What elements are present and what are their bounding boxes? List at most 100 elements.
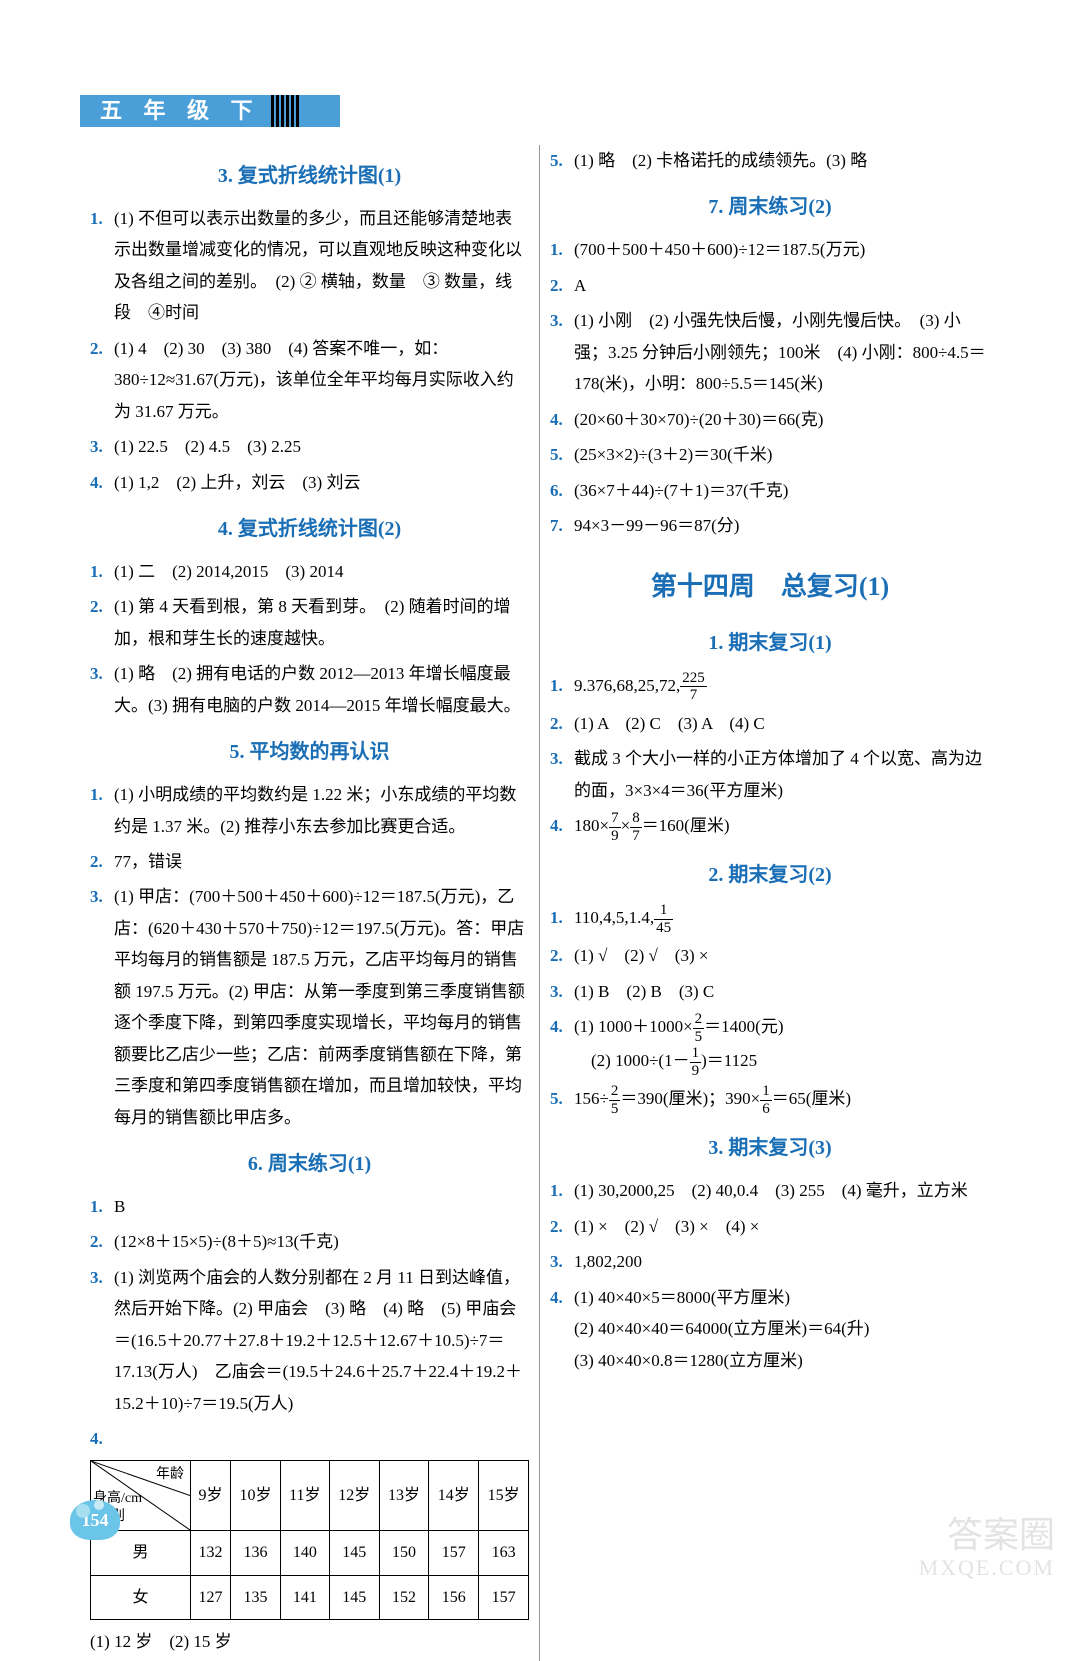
answer-item: 3. (1) 浏览两个庙会的人数分别都在 2 月 11 日到达峰值，然后开始下降… [90, 1262, 529, 1419]
watermark-line2: MXQE.COM [919, 1556, 1055, 1580]
item-text: 1,802,200 [574, 1246, 990, 1277]
item-text: (1) 略 (2) 拥有电话的户数 2012—2013 年增长幅度最大。(3) … [114, 658, 529, 721]
item-text: (1) × (2) √ (3) × (4) × [574, 1211, 990, 1242]
item-number: 5. [550, 439, 574, 470]
item-text: 截成 3 个大小一样的小正方体增加了 4 个以宽、高为边的面，3×3×4＝36(… [574, 743, 990, 806]
item-number: 6. [550, 475, 574, 506]
table-col-header: 13岁 [379, 1461, 429, 1531]
page-number-badge: 154 [70, 1500, 140, 1560]
item-text: (1) 12 岁 (2) 15 岁 [90, 1626, 529, 1657]
item-text: (1) 小刚 (2) 小强先快后慢，小刚先慢后快。 (3) 小强；3.25 分钟… [574, 305, 990, 399]
table-row: 女 127135141145152156157 [91, 1575, 529, 1619]
item-number: 4. [90, 467, 114, 498]
table-col-header: 11岁 [280, 1461, 329, 1531]
item-text [114, 1423, 529, 1454]
answer-item: 3. (1) B (2) B (3) C [550, 976, 990, 1007]
item-text: (1) 略 (2) 卡格诺托的成绩领先。(3) 略 [574, 145, 990, 176]
item-number: 1. [550, 1175, 574, 1206]
item-text: 156÷25＝390(厘米)；390×16＝65(厘米) [574, 1083, 990, 1117]
item-number: 1. [550, 234, 574, 265]
table-col-header: 12岁 [329, 1461, 379, 1531]
watermark: 答案圈 MXQE.COM [919, 1516, 1055, 1580]
item-text: (1) 22.5 (2) 4.5 (3) 2.25 [114, 431, 529, 462]
item-number: 4. [550, 404, 574, 435]
answer-item: 2. (1) A (2) C (3) A (4) C [550, 708, 990, 739]
item-number: 3. [90, 431, 114, 462]
grade-label: 五 年 级 下 [80, 92, 261, 129]
item-number: 7. [550, 510, 574, 541]
answer-item: 1. (1) 不但可以表示出数量的多少，而且还能够清楚地表示出数量增减变化的情况… [90, 203, 529, 329]
item-text: (1) 4 (2) 30 (3) 380 (4) 答案不唯一，如：380÷12≈… [114, 333, 529, 427]
table-cell: 152 [379, 1575, 429, 1619]
item-number: 2. [90, 846, 114, 877]
item-number: 4. [550, 810, 574, 844]
header-barcode [271, 95, 301, 127]
item-text: (36×7＋44)÷(7＋1)＝37(千克) [574, 475, 990, 506]
left-column: 3. 复式折线统计图(1) 1. (1) 不但可以表示出数量的多少，而且还能够清… [80, 145, 540, 1661]
answer-item: 4. (1) 40×40×5＝8000(平方厘米)(2) 40×40×40＝64… [550, 1282, 990, 1376]
item-number: 1. [550, 670, 574, 704]
answer-item: 4. 180×79×87＝160(厘米) [550, 810, 990, 844]
item-text: (1) A (2) C (3) A (4) C [574, 708, 990, 739]
item-number: 1. [90, 779, 114, 842]
answer-item: 3. (1) 略 (2) 拥有电话的户数 2012—2013 年增长幅度最大。(… [90, 658, 529, 721]
right-column: 5. (1) 略 (2) 卡格诺托的成绩领先。(3) 略 7. 周末练习(2) … [540, 145, 1000, 1661]
section-title: 1. 期末复习(1) [550, 626, 990, 660]
content-columns: 3. 复式折线统计图(1) 1. (1) 不但可以表示出数量的多少，而且还能够清… [80, 145, 1020, 1661]
section-title: 6. 周末练习(1) [90, 1147, 529, 1181]
answer-item: 1. (1) 二 (2) 2014,2015 (3) 2014 [90, 556, 529, 587]
answer-item: (1) 12 岁 (2) 15 岁 [90, 1626, 529, 1657]
item-number: 2. [90, 591, 114, 654]
item-text: 110,4,5,1.4,145 [574, 902, 990, 936]
table-col-header: 10岁 [231, 1461, 281, 1531]
item-number: 1. [90, 203, 114, 329]
answer-item: 3. 1,802,200 [550, 1246, 990, 1277]
item-number: 5. [550, 145, 574, 176]
answer-item: 5. (1) 略 (2) 卡格诺托的成绩领先。(3) 略 [550, 145, 990, 176]
item-number: 1. [90, 1191, 114, 1222]
answer-item: 1. 110,4,5,1.4,145 [550, 902, 990, 936]
table-cell: 135 [231, 1575, 281, 1619]
section-title: 3. 复式折线统计图(1) [90, 159, 529, 193]
answer-item: 1. (700＋500＋450＋600)÷12＝187.5(万元) [550, 234, 990, 265]
item-text: (12×8＋15×5)÷(8＋5)≈13(千克) [114, 1226, 529, 1257]
answer-item: 2. (1) × (2) √ (3) × (4) × [550, 1211, 990, 1242]
answer-item: 5. 156÷25＝390(厘米)；390×16＝65(厘米) [550, 1083, 990, 1117]
table-cell: 127 [191, 1575, 231, 1619]
answer-item: 3. (1) 小刚 (2) 小强先快后慢，小刚先慢后快。 (3) 小强；3.25… [550, 305, 990, 399]
item-text: (1) 40×40×5＝8000(平方厘米)(2) 40×40×40＝64000… [574, 1282, 990, 1376]
table-cell: 145 [329, 1575, 379, 1619]
table-cell: 156 [429, 1575, 479, 1619]
table-col-header: 14岁 [429, 1461, 479, 1531]
item-text: (1) 甲店：(700＋500＋450＋600)÷12＝187.5(万元)，乙店… [114, 881, 529, 1133]
watermark-line1: 答案圈 [919, 1516, 1055, 1556]
item-text: (1) 小明成绩的平均数约是 1.22 米；小东成绩的平均数约是 1.37 米。… [114, 779, 529, 842]
item-number: 1. [550, 902, 574, 936]
answer-item: 3. 截成 3 个大小一样的小正方体增加了 4 个以宽、高为边的面，3×3×4＝… [550, 743, 990, 806]
table-cell: 145 [329, 1531, 379, 1575]
answer-item: 7. 94×3－99－96＝87(分) [550, 510, 990, 541]
item-text: (1) 第 4 天看到根，第 8 天看到芽。 (2) 随着时间的增加，根和芽生长… [114, 591, 529, 654]
item-text: 9.376,68,25,72,2257 [574, 670, 990, 704]
table-cell: 141 [280, 1575, 329, 1619]
item-text: (1) 二 (2) 2014,2015 (3) 2014 [114, 556, 529, 587]
answer-item: 2. (1) √ (2) √ (3) × [550, 940, 990, 971]
answer-item: 4. (1) 1,2 (2) 上升，刘云 (3) 刘云 [90, 467, 529, 498]
section-title: 7. 周末练习(2) [550, 190, 990, 224]
answer-item: 5. (25×3×2)÷(3＋2)＝30(千米) [550, 439, 990, 470]
item-number: 4. [90, 1423, 114, 1454]
item-number: 2. [90, 1226, 114, 1257]
chapter-title: 第十四周 总复习(1) [550, 565, 990, 609]
item-text: (25×3×2)÷(3＋2)＝30(千米) [574, 439, 990, 470]
item-text: B [114, 1191, 529, 1222]
item-number: 3. [550, 1246, 574, 1277]
item-text: (1) 浏览两个庙会的人数分别都在 2 月 11 日到达峰值，然后开始下降。(2… [114, 1262, 529, 1419]
item-number: 3. [90, 881, 114, 1133]
answer-item: 1. 9.376,68,25,72,2257 [550, 670, 990, 704]
item-text: 77，错误 [114, 846, 529, 877]
item-text: (700＋500＋450＋600)÷12＝187.5(万元) [574, 234, 990, 265]
answer-item: 2. (1) 第 4 天看到根，第 8 天看到芽。 (2) 随着时间的增加，根和… [90, 591, 529, 654]
item-number: 2. [550, 1211, 574, 1242]
answer-item: 4. (20×60＋30×70)÷(20＋30)＝66(克) [550, 404, 990, 435]
item-text: (20×60＋30×70)÷(20＋30)＝66(克) [574, 404, 990, 435]
